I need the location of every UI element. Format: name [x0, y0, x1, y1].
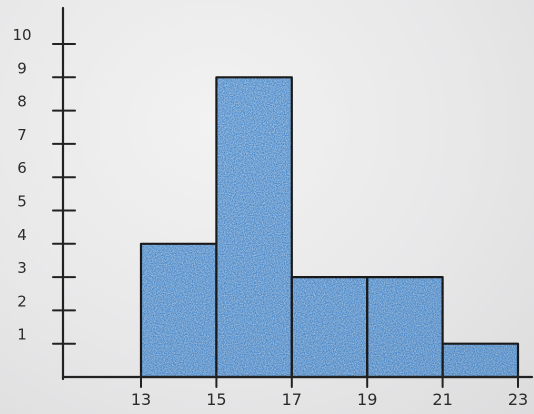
y-tick-label: 7	[17, 126, 27, 144]
x-tick-label: 23	[508, 390, 528, 409]
y-tick-label: 3	[17, 259, 27, 277]
x-tick-label: 21	[432, 390, 452, 409]
y-tick-label: 10	[12, 26, 31, 44]
x-tick-label: 17	[282, 390, 302, 409]
y-tick-label: 2	[17, 292, 27, 310]
y-tick-label: 8	[17, 93, 27, 111]
histogram-bar-fill	[291, 277, 368, 377]
histogram-bar-fill	[141, 243, 217, 377]
bars-layer	[139, 76, 520, 379]
y-tick-label: 1	[17, 326, 27, 344]
histogram-bar-fill	[216, 77, 292, 378]
y-tick-label: 6	[17, 159, 27, 177]
histogram-bar-fill	[442, 343, 518, 377]
x-tick-label: 13	[131, 390, 151, 409]
histogram-bar-fill	[367, 277, 443, 377]
y-tick-label: 5	[17, 193, 27, 211]
x-tick-label: 15	[206, 390, 226, 409]
y-tick-label: 4	[17, 226, 27, 244]
axes-layer	[52, 6, 534, 388]
y-tick-label: 9	[17, 59, 27, 77]
x-tick-label: 19	[357, 390, 377, 409]
